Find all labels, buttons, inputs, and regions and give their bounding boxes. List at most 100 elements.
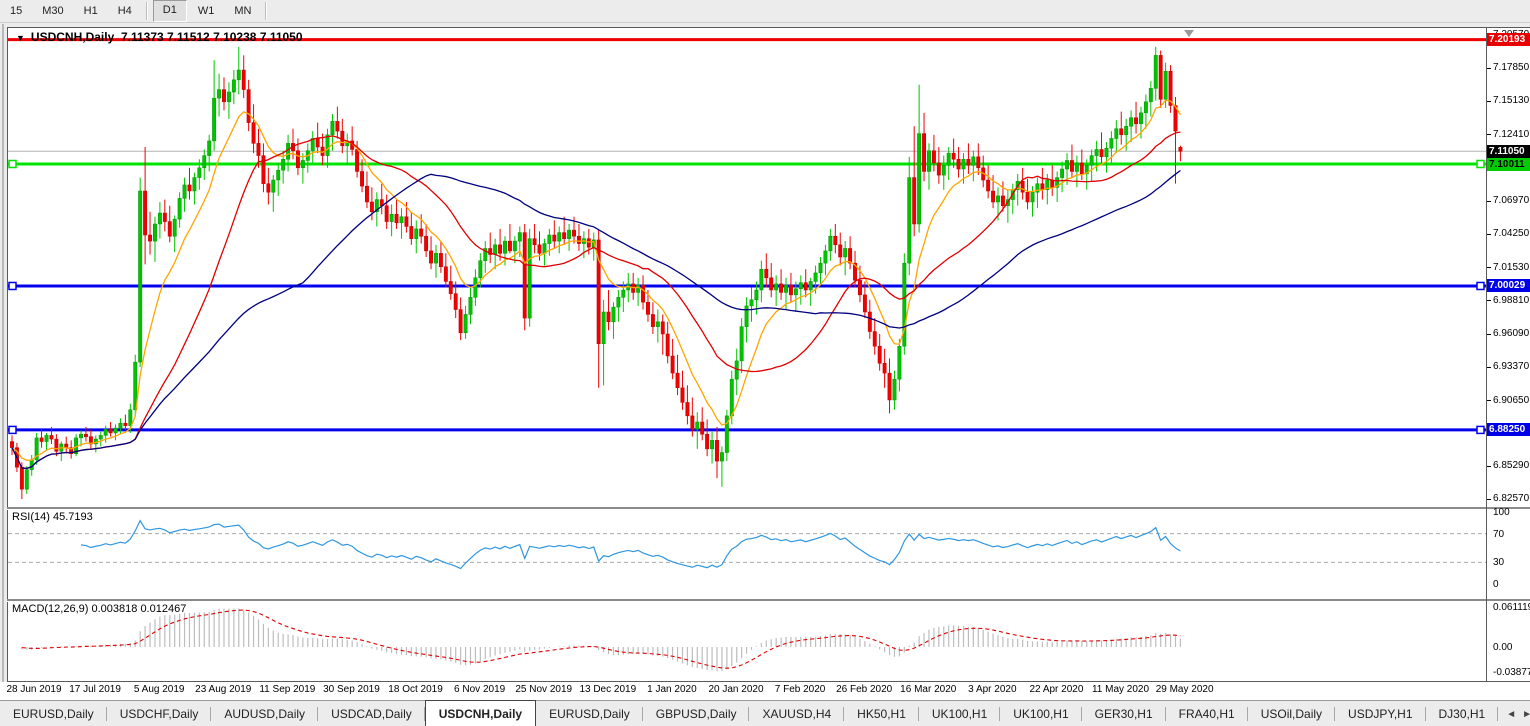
- level-price-badge: 6.88250: [1487, 423, 1530, 437]
- date-label: 20 Jan 2020: [708, 684, 764, 695]
- timeframe-button-h1[interactable]: H1: [83, 5, 98, 17]
- date-label: 3 Apr 2020: [968, 684, 1017, 695]
- price-tick-label: 6.82570: [1493, 493, 1530, 505]
- price-tick-label: 7.17850: [1493, 62, 1530, 74]
- rsi-axis-label: 70: [1493, 528, 1505, 540]
- chart-tab-usoil-daily[interactable]: USOil,Daily: [1248, 701, 1336, 726]
- panel-separator-macd[interactable]: [7, 599, 1530, 602]
- date-label: 11 May 2020: [1091, 684, 1150, 695]
- price-tick-label: 6.90650: [1493, 394, 1530, 406]
- macd-signal-value: 0.012467: [140, 603, 187, 615]
- date-label: 18 Oct 2019: [388, 684, 443, 695]
- timeframe-button-h4[interactable]: H4: [117, 5, 132, 17]
- macd-main-value: 0.003818: [91, 603, 138, 615]
- chart-tab-uk100-h1[interactable]: UK100,H1: [919, 701, 1001, 726]
- timeframe-button-mn[interactable]: MN: [234, 5, 252, 17]
- chart-tab-usdchf-daily[interactable]: USDCHF,Daily: [107, 701, 212, 726]
- chart-tab-usdjpy-h1[interactable]: USDJPY,H1: [1335, 701, 1427, 726]
- price-tick-label: 7.04250: [1493, 228, 1530, 240]
- price-tick-label: 6.93370: [1493, 361, 1530, 373]
- chart-tab-bar: EURUSD,Daily USDCHF,Daily AUDUSD,Daily USDC…: [0, 700, 1530, 726]
- toolbar-separator: [145, 2, 148, 20]
- date-label: 28 Jun 2019: [6, 684, 62, 695]
- price-tick-mark: [1487, 67, 1491, 69]
- date-label: 16 Mar 2020: [900, 684, 957, 695]
- ohlc-low: 7.10238: [213, 30, 257, 44]
- symbol-name: USDCNH,Daily: [30, 30, 115, 44]
- date-label: 29 May 2020: [1155, 684, 1214, 695]
- chart-tab-eurusd-daily[interactable]: EURUSD,Daily: [536, 701, 643, 726]
- chart-tab-usdcad-daily[interactable]: USDCAD,Daily: [318, 701, 425, 726]
- price-tick-label: 6.98810: [1493, 294, 1530, 306]
- price-tick-label: 7.01530: [1493, 261, 1530, 273]
- price-tick-mark: [1487, 400, 1491, 402]
- price-tick-mark: [1487, 200, 1491, 202]
- ohlc-high: 7.11512: [167, 30, 210, 44]
- current-price-badge: 7.11050: [1487, 144, 1530, 158]
- date-label: 11 Sep 2019: [259, 684, 316, 695]
- ohlc-open: 7.11373: [120, 30, 164, 44]
- chart-tab-xauusd-h4[interactable]: XAUUSD,H4: [749, 701, 844, 726]
- date-label: 30 Sep 2019: [323, 684, 380, 695]
- price-tick-label: 7.12410: [1493, 128, 1530, 140]
- price-tick-label: 6.96090: [1493, 328, 1530, 340]
- date-label: 13 Dec 2019: [579, 684, 637, 695]
- toolbar-separator: [265, 2, 268, 20]
- level-price-badge: 7.20193: [1487, 33, 1530, 47]
- price-tick-mark: [1487, 498, 1491, 500]
- rsi-axis-label: 30: [1493, 557, 1505, 569]
- date-label: 1 Jan 2020: [647, 684, 697, 695]
- chart-tab-usdcnh-daily[interactable]: USDCNH,Daily: [424, 700, 537, 726]
- chart-tab-dj30-h1[interactable]: DJ30,H1: [1426, 701, 1499, 726]
- rsi-current-value: 45.7193: [52, 511, 93, 523]
- chart-tab-eurusd-daily[interactable]: EURUSD,Daily: [0, 701, 107, 726]
- macd-axis-label: 0.061119: [1493, 602, 1530, 614]
- macd-label: MACD(12,26,9) 0.003818 0.012467: [12, 603, 187, 615]
- rsi-axis-label: 0: [1493, 579, 1499, 590]
- panel-separator-rsi[interactable]: [7, 507, 1530, 510]
- window-left-edge: [2, 24, 4, 699]
- date-label: 7 Feb 2020: [774, 684, 826, 695]
- chart-tab-audusd-daily[interactable]: AUDUSD,Daily: [211, 701, 318, 726]
- chart-tab-fra40-h1[interactable]: FRA40,H1: [1166, 701, 1248, 726]
- price-tick-label: 7.06970: [1493, 195, 1530, 207]
- price-tick-mark: [1487, 333, 1491, 335]
- price-tick-label: 6.85290: [1493, 460, 1530, 472]
- timeframe-button-d1[interactable]: D1: [152, 0, 187, 22]
- price-tick-mark: [1487, 100, 1491, 102]
- chart-tab-ger30-h1[interactable]: GER30,H1: [1082, 701, 1166, 726]
- date-label: 26 Feb 2020: [836, 684, 893, 695]
- timeframe-toolbar: 15 M30 H1 H4 D1 W1 MN: [0, 0, 1530, 23]
- price-tick-mark: [1487, 134, 1491, 136]
- rsi-label: RSI(14) 45.7193: [12, 511, 93, 523]
- timeframe-button-15[interactable]: 15: [10, 5, 23, 17]
- price-tick-mark: [1487, 267, 1491, 269]
- price-tick-mark: [1487, 465, 1491, 467]
- price-tick-mark: [1487, 300, 1491, 302]
- level-price-badge: 7.00029: [1487, 279, 1530, 293]
- chart-tab-uk100-h1[interactable]: UK100,H1: [1000, 701, 1083, 726]
- date-label: 5 Aug 2019: [133, 684, 185, 695]
- chart-tab-gbpusd-daily[interactable]: GBPUSD,Daily: [643, 701, 750, 726]
- date-label: 22 Apr 2020: [1029, 684, 1084, 695]
- price-tick-mark: [1487, 366, 1491, 368]
- tab-scroll-right-icon[interactable]: ►: [1522, 708, 1530, 720]
- chart-tab-hk50-h1[interactable]: HK50,H1: [844, 701, 919, 726]
- timeframe-button-m30[interactable]: M30: [42, 5, 64, 17]
- price-tick-label: 7.15130: [1493, 95, 1530, 107]
- chart-window-background: [7, 27, 1530, 682]
- timeframe-button-w1[interactable]: W1: [197, 5, 215, 17]
- rsi-axis-label: 100: [1493, 507, 1510, 518]
- date-label: 6 Nov 2019: [454, 684, 506, 695]
- chart-bottom-border: [7, 681, 1530, 682]
- tab-scroll-left-icon[interactable]: ◄: [1506, 708, 1517, 720]
- price-tick-mark: [1487, 233, 1491, 235]
- price-axis-divider: [1486, 27, 1487, 681]
- macd-axis-label: -0.03877: [1493, 667, 1530, 679]
- date-label: 25 Nov 2019: [515, 684, 573, 695]
- symbol-dropdown-icon: ▼: [16, 33, 25, 43]
- time-axis[interactable]: [0, 682, 1530, 700]
- date-label: 23 Aug 2019: [195, 684, 252, 695]
- macd-axis-label: 0.00: [1493, 642, 1513, 653]
- level-price-badge: 7.10011: [1487, 157, 1530, 171]
